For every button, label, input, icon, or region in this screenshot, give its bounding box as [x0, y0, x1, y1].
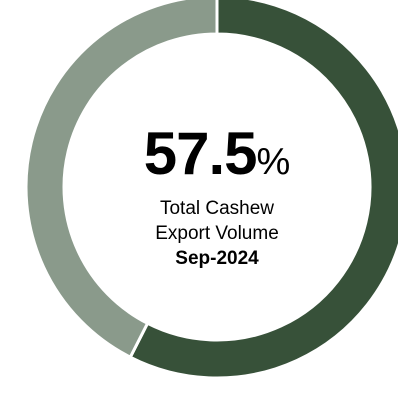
center-line-1: Total Cashew	[159, 198, 275, 219]
center-unit: %	[256, 141, 291, 183]
center-label: 57.5% Total Cashew Export Volume Sep-202…	[99, 120, 335, 271]
center-value: 57.5	[143, 120, 258, 187]
donut-slice-0	[128, 0, 398, 380]
center-line-2: Export Volume	[155, 223, 279, 244]
center-value-row: 57.5%	[99, 120, 335, 196]
donut-slice-1	[24, 0, 219, 360]
center-date: Sep-2024	[175, 248, 259, 269]
